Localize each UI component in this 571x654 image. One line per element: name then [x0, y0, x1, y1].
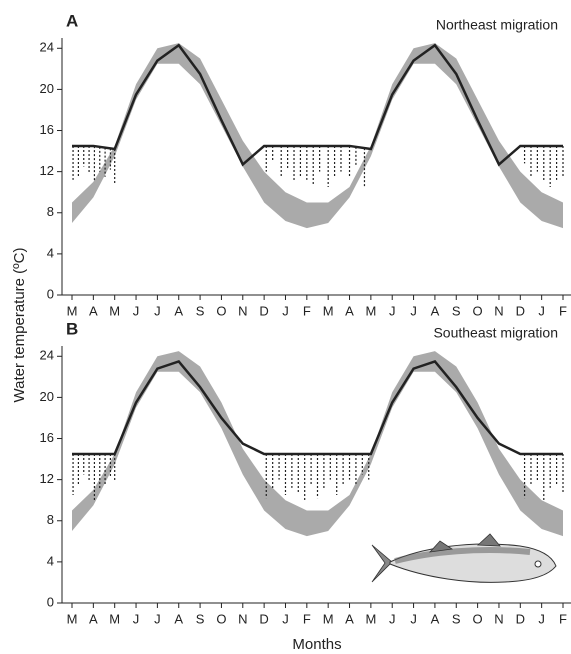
y-tick-label: 4: [47, 553, 54, 568]
x-tick-label: A: [345, 303, 354, 318]
x-tick-label: O: [473, 303, 483, 318]
y-tick-label: 0: [47, 286, 54, 301]
y-tick-label: 20: [40, 389, 54, 404]
temperature-band: [72, 43, 563, 229]
x-tick-label: J: [154, 303, 161, 318]
x-tick-label: J: [282, 303, 289, 318]
x-tick-label: M: [67, 303, 78, 318]
x-tick-label: A: [174, 611, 183, 626]
x-tick-label: S: [196, 303, 205, 318]
x-tick-label: N: [238, 611, 247, 626]
x-tick-label: F: [559, 611, 567, 626]
x-tick-label: O: [216, 611, 226, 626]
y-tick-label: 16: [40, 122, 54, 137]
x-tick-label: A: [89, 303, 98, 318]
x-tick-label: O: [216, 303, 226, 318]
x-tick-label: A: [174, 303, 183, 318]
panel-label: B: [66, 319, 78, 338]
x-tick-label: J: [410, 611, 417, 626]
y-tick-label: 20: [40, 81, 54, 96]
x-tick-label: N: [494, 303, 503, 318]
y-tick-label: 8: [47, 204, 54, 219]
x-tick-label: A: [431, 611, 440, 626]
x-tick-label: D: [259, 303, 268, 318]
x-tick-label: N: [494, 611, 503, 626]
temperature-band: [72, 351, 563, 537]
panel-label: A: [66, 11, 78, 30]
y-tick-label: 16: [40, 430, 54, 445]
x-tick-label: A: [431, 303, 440, 318]
y-tick-label: 0: [47, 594, 54, 609]
x-tick-label: J: [282, 611, 289, 626]
x-tick-label: D: [516, 303, 525, 318]
x-tick-label: F: [303, 611, 311, 626]
preferred-temperature-line: [72, 43, 563, 167]
x-tick-label: M: [365, 611, 376, 626]
x-tick-label: O: [473, 611, 483, 626]
y-tick-label: 8: [47, 512, 54, 527]
x-tick-label: J: [410, 303, 417, 318]
mackerel-illustration: [371, 533, 557, 583]
x-tick-label: J: [538, 611, 545, 626]
x-tick-label: S: [452, 611, 461, 626]
x-tick-label: M: [323, 303, 334, 318]
panel-title: Southeast migration: [433, 325, 558, 341]
x-tick-label: A: [345, 611, 354, 626]
x-axis-label: Months: [292, 636, 341, 653]
x-tick-label: A: [89, 611, 98, 626]
x-tick-label: J: [133, 303, 140, 318]
x-tick-label: D: [516, 611, 525, 626]
x-tick-label: S: [196, 611, 205, 626]
x-tick-label: J: [133, 611, 140, 626]
y-tick-label: 24: [40, 348, 54, 363]
y-tick-label: 4: [47, 245, 54, 260]
x-tick-label: J: [389, 611, 396, 626]
x-tick-label: M: [67, 611, 78, 626]
y-tick-label: 12: [40, 163, 54, 178]
x-tick-label: M: [323, 611, 334, 626]
x-tick-label: M: [365, 303, 376, 318]
preferred-temperature-line: [72, 359, 563, 456]
panel-title: Northeast migration: [436, 17, 558, 33]
y-tick-label: 24: [40, 40, 54, 55]
x-tick-label: S: [452, 303, 461, 318]
y-axis-label: Water temperature (ºC): [11, 248, 28, 403]
x-tick-label: J: [154, 611, 161, 626]
x-tick-label: F: [303, 303, 311, 318]
x-tick-label: J: [389, 303, 396, 318]
x-tick-label: J: [538, 303, 545, 318]
x-tick-label: F: [559, 303, 567, 318]
x-tick-label: N: [238, 303, 247, 318]
x-tick-label: D: [259, 611, 268, 626]
y-tick-label: 12: [40, 471, 54, 486]
x-tick-label: M: [109, 611, 120, 626]
x-tick-label: M: [109, 303, 120, 318]
